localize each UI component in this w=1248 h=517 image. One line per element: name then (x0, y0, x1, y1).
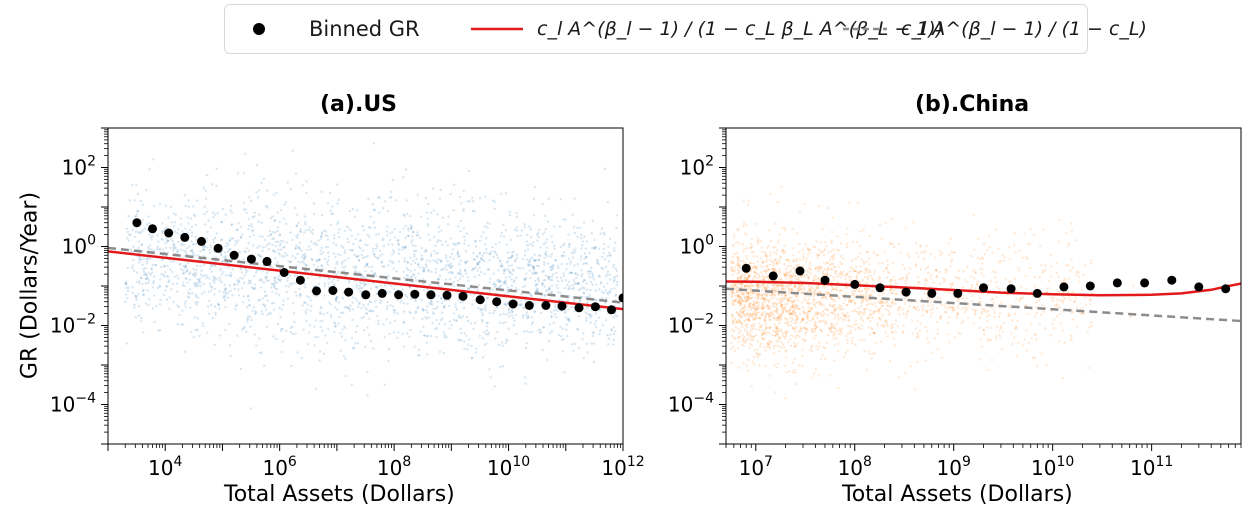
x-tick-label: 108 (838, 454, 872, 480)
y-tick-label: 10−4 (50, 391, 96, 417)
legend-label-red-line: c_l A^(β_l − 1) / (1 − c_L β_L A^(β_L − … (537, 18, 944, 40)
x-axis-label-china: Total Assets (Dollars) (842, 482, 1073, 507)
binned-point (442, 290, 452, 300)
binned-points (132, 218, 623, 315)
binned-point (1221, 284, 1231, 294)
binned-point (1140, 278, 1150, 288)
binned-point (262, 256, 272, 266)
binned-point (328, 286, 338, 295)
binned-point (377, 288, 387, 298)
x-tick-label: 106 (262, 454, 296, 480)
binned-point (820, 275, 830, 285)
chart-title-china: (b).China (915, 92, 1030, 117)
binned-point (524, 301, 534, 310)
binned-point (344, 287, 354, 297)
binned-point (361, 290, 371, 300)
binned-point (279, 268, 289, 277)
binned-point (475, 295, 485, 305)
binned-point (197, 236, 206, 246)
binned-point (1006, 284, 1016, 294)
y-tick-label: 100 (680, 233, 714, 259)
legend-red-line-marker (471, 27, 523, 31)
binned-point (607, 305, 616, 315)
x-tick-label: 1010 (1031, 454, 1074, 480)
y-tick-label: 10−4 (668, 391, 714, 417)
binned-point (213, 243, 223, 253)
binned-point (901, 287, 911, 297)
red-fit-line (108, 250, 623, 311)
binned-point (229, 250, 239, 260)
binned-point (394, 290, 404, 300)
y-axis-label-us: GR (Dollars/Year) (17, 191, 43, 380)
binned-point (508, 299, 518, 309)
binned-point (295, 275, 305, 285)
binned-point (574, 303, 584, 313)
x-tick-label: 1011 (1130, 454, 1173, 480)
y-tick-label: 100 (62, 233, 96, 259)
x-tick-label: 108 (377, 454, 411, 480)
binned-point (618, 293, 623, 303)
binned-point (312, 286, 321, 296)
binned-point (246, 254, 256, 264)
binned-point (1194, 282, 1204, 292)
x-tick-label: 104 (148, 454, 182, 480)
x-tick-label: 1010 (487, 454, 530, 480)
binned-point (1059, 282, 1069, 292)
panel-china: 10−4 10−2 100 102 107 108 109 1010 1011 (668, 127, 1242, 480)
y-tick-label: 102 (680, 154, 714, 180)
legend: Binned GR c_l A^(β_l − 1) / (1 − c_L β_L… (224, 4, 1147, 54)
legend-item-gray-line: c_l A^(β_l − 1) / (1 − c_L) (843, 5, 1147, 53)
binned-point (164, 228, 174, 238)
x-tick-label: 1012 (601, 454, 644, 480)
red-fit-line (726, 280, 1241, 297)
binned-point (979, 283, 988, 293)
binned-point (1167, 275, 1177, 285)
legend-gray-dashed-marker (843, 27, 887, 31)
binned-point (458, 291, 468, 301)
binned-point (132, 218, 142, 228)
binned-point (1085, 281, 1095, 291)
legend-dot-marker (253, 23, 265, 35)
y-tick-label: 10−2 (50, 312, 96, 338)
binned-point (795, 266, 805, 276)
legend-item-red-line: c_l A^(β_l − 1) / (1 − c_L β_L A^(β_L − … (471, 5, 943, 53)
binned-point (426, 290, 436, 300)
legend-item-binned: Binned GR (247, 5, 420, 53)
chart-title-us: (a).US (320, 92, 398, 117)
x-tick-label: 107 (739, 454, 773, 480)
panel-us: 10−4 10−2 100 102 104 106 108 1010 1012 (50, 127, 645, 480)
y-tick-label: 10−2 (668, 312, 714, 338)
binned-point (1112, 278, 1122, 288)
binned-point (768, 271, 778, 281)
binned-point (1032, 288, 1042, 298)
binned-point (590, 302, 600, 312)
binned-point (410, 289, 420, 299)
binned-point (850, 279, 860, 289)
x-axis-label-us: Total Assets (Dollars) (224, 482, 455, 507)
binned-point (180, 232, 190, 242)
binned-point (927, 288, 937, 298)
legend-label-binned: Binned GR (309, 17, 420, 41)
x-tick-label: 109 (937, 454, 971, 480)
binned-point (557, 301, 567, 311)
binned-point (953, 288, 963, 298)
binned-point (541, 301, 551, 310)
binned-point (741, 263, 751, 273)
binned-point (148, 224, 157, 234)
binned-point (875, 283, 885, 293)
y-tick-label: 102 (62, 154, 96, 180)
binned-point (492, 297, 502, 307)
binned-points (741, 263, 1231, 298)
legend-label-gray-line: c_l A^(β_l − 1) / (1 − c_L) (901, 18, 1147, 40)
gray-dashed-fit-line (108, 246, 623, 304)
gray-dashed-fit-line (726, 287, 1241, 323)
